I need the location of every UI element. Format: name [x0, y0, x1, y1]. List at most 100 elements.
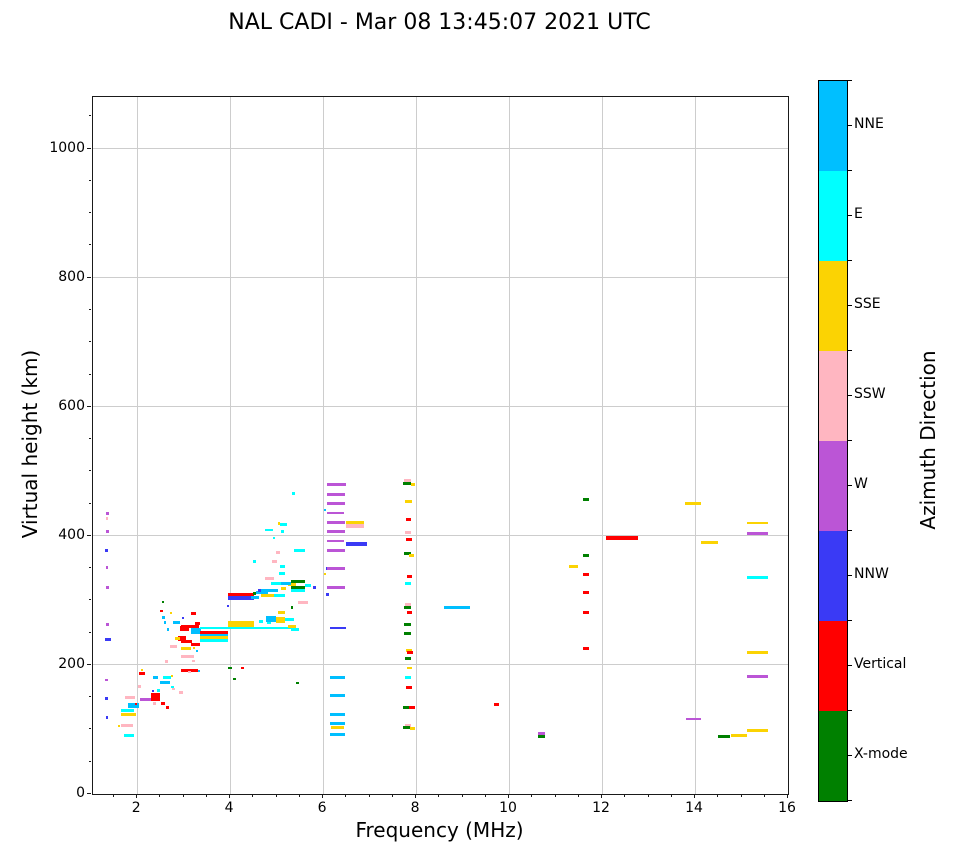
data-mark-NNE: [443, 605, 470, 609]
x-minor-tick: [205, 794, 207, 797]
data-mark-SSW: [345, 523, 365, 528]
data-mark-E: [404, 582, 412, 586]
colorbar-label-x: X-mode: [854, 746, 908, 762]
data-mark-V: [180, 626, 189, 632]
data-mark-SSW: [137, 684, 142, 688]
x-minor-tick: [484, 794, 486, 797]
data-mark-NNW: [258, 588, 262, 592]
y-minor-tick: [88, 728, 91, 730]
data-mark-SSE: [200, 636, 228, 640]
x-gridline: [787, 97, 788, 794]
data-mark-SSE: [121, 712, 137, 716]
data-mark-SSW: [121, 724, 133, 728]
data-mark-V: [200, 631, 228, 635]
data-mark-V: [405, 538, 413, 542]
data-mark-V: [178, 635, 187, 641]
data-mark-NNE: [164, 621, 167, 625]
data-mark-NNW: [182, 616, 185, 619]
data-mark-X: [403, 482, 411, 486]
y-minor-tick: [88, 631, 91, 633]
x-tick-label: 8: [410, 800, 420, 816]
data-mark-X: [253, 592, 256, 596]
colorbar-boundary-tick: [848, 799, 852, 801]
data-mark-W: [106, 585, 109, 589]
data-mark-SSE: [324, 572, 327, 575]
x-minor-tick: [554, 794, 556, 797]
data-mark-SSW: [298, 601, 308, 605]
data-mark-E: [284, 617, 295, 621]
x-minor-tick: [112, 794, 114, 797]
x-minor-tick: [275, 794, 277, 797]
colorbar-boundary-tick: [848, 169, 852, 171]
data-mark-NNW: [105, 716, 109, 720]
data-mark-NNW: [330, 626, 347, 629]
data-mark-NNE: [191, 628, 202, 635]
y-tick: [87, 147, 91, 149]
data-mark-SSW: [404, 479, 411, 483]
y-minor-tick: [88, 760, 91, 762]
data-mark-W: [106, 529, 109, 533]
data-mark-SSW: [105, 516, 108, 520]
data-mark-SSE: [409, 726, 416, 730]
x-minor-tick: [182, 794, 184, 797]
x-gridline: [322, 97, 324, 794]
data-mark-SSW: [172, 688, 175, 691]
data-mark-SSE: [404, 499, 413, 503]
x-tick: [601, 794, 603, 798]
data-mark-SSE: [287, 583, 297, 587]
data-mark-X: [537, 734, 545, 738]
data-mark-V: [181, 639, 192, 643]
colorbar-tick: [848, 395, 852, 396]
x-minor-tick: [159, 794, 161, 797]
colorbar: [818, 80, 848, 802]
data-mark-E: [747, 576, 769, 580]
data-mark-E: [252, 559, 257, 563]
data-mark-V: [150, 693, 161, 702]
x-gridline: [694, 97, 696, 794]
y-tick-label: 800: [58, 268, 85, 285]
data-mark-V: [583, 646, 590, 650]
data-mark-W: [106, 511, 109, 515]
data-mark-W: [326, 512, 345, 515]
data-mark-SSE: [174, 636, 181, 640]
data-mark-V: [160, 609, 163, 612]
colorbar-boundary-tick: [848, 619, 852, 621]
data-mark-X: [403, 705, 410, 709]
x-minor-tick: [368, 794, 370, 797]
data-mark-SSE: [170, 612, 173, 615]
data-mark-E: [281, 530, 284, 534]
data-mark-E: [124, 733, 135, 737]
data-mark-SSE: [118, 725, 121, 728]
colorbar-boundary-tick: [848, 259, 852, 261]
data-mark-SSE: [405, 648, 413, 652]
data-mark-E: [272, 536, 276, 539]
data-mark-NNE: [196, 650, 199, 653]
data-mark-W: [747, 674, 769, 678]
data-mark-SSW: [264, 576, 275, 580]
x-minor-tick: [763, 794, 765, 797]
colorbar-title: Azimuth Direction: [916, 350, 940, 530]
data-mark-SSE: [261, 593, 275, 597]
colorbar-tick: [848, 125, 852, 126]
data-mark-V: [139, 671, 145, 675]
y-minor-tick: [88, 599, 91, 601]
x-minor-tick: [531, 794, 533, 797]
data-mark-E: [291, 588, 305, 592]
data-mark-NNE: [160, 681, 170, 685]
data-mark-NNE: [281, 582, 292, 586]
colorbar-label-w: W: [854, 476, 868, 492]
data-mark-W: [326, 502, 346, 506]
data-mark-V: [406, 651, 414, 655]
colorbar-segment-w: [819, 441, 847, 531]
data-mark-NNE: [330, 676, 346, 680]
y-axis-label: Virtual height (km): [18, 349, 42, 539]
x-minor-tick: [740, 794, 742, 797]
x-tick-label: 10: [499, 800, 517, 816]
y-tick: [87, 663, 91, 665]
data-mark-X: [718, 735, 731, 739]
data-mark-SSE: [331, 726, 345, 730]
data-mark-X: [582, 498, 590, 502]
y-minor-tick: [88, 438, 91, 440]
data-mark-NNE: [166, 627, 170, 631]
x-gridline: [229, 97, 231, 794]
